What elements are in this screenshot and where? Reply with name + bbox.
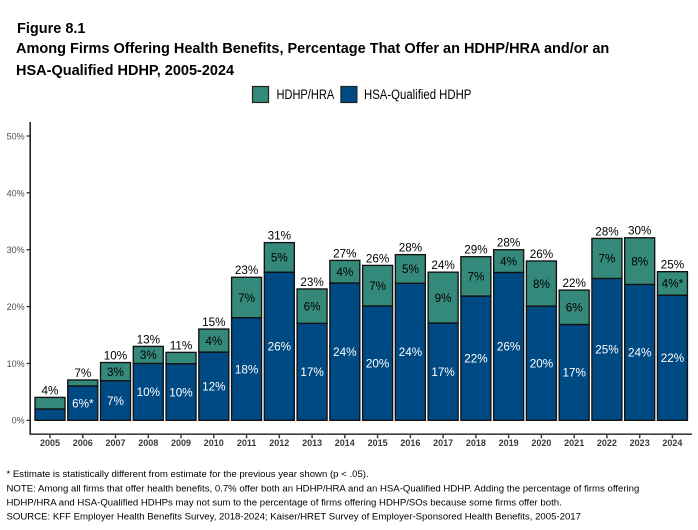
svg-text:5%: 5% <box>402 263 419 276</box>
svg-text:13%: 13% <box>137 333 160 346</box>
svg-text:30%: 30% <box>7 245 25 255</box>
svg-text:12%: 12% <box>202 381 225 394</box>
svg-text:7%: 7% <box>74 367 91 380</box>
svg-text:2021: 2021 <box>564 438 584 448</box>
svg-text:20%: 20% <box>7 302 25 312</box>
svg-text:20%: 20% <box>530 358 553 371</box>
svg-text:26%: 26% <box>530 248 553 261</box>
svg-text:10%: 10% <box>169 386 192 399</box>
svg-text:9%: 9% <box>435 292 452 305</box>
svg-text:26%: 26% <box>268 341 291 354</box>
svg-text:7%: 7% <box>369 280 386 293</box>
svg-text:2007: 2007 <box>105 438 125 448</box>
svg-text:4%: 4% <box>336 266 353 279</box>
svg-text:26%: 26% <box>366 252 389 265</box>
svg-text:SOURCE: KFF Employer Health Be: SOURCE: KFF Employer Health Benefits Sur… <box>7 512 581 523</box>
svg-text:HSA-Qualified HDHP: HSA-Qualified HDHP <box>364 87 471 102</box>
svg-text:22%: 22% <box>464 353 487 366</box>
svg-text:2022: 2022 <box>597 438 617 448</box>
svg-text:10%: 10% <box>104 349 127 362</box>
svg-text:2014: 2014 <box>335 438 355 448</box>
svg-text:5%: 5% <box>271 252 288 265</box>
svg-text:10%: 10% <box>137 386 160 399</box>
svg-text:22%: 22% <box>661 352 684 365</box>
svg-text:4%: 4% <box>42 384 59 397</box>
svg-text:Among Firms Offering Health Be: Among Firms Offering Health Benefits, Pe… <box>16 41 609 57</box>
svg-text:2019: 2019 <box>499 438 519 448</box>
svg-text:24%: 24% <box>431 259 454 272</box>
svg-text:26%: 26% <box>497 341 520 354</box>
svg-text:8%: 8% <box>631 255 648 268</box>
svg-text:7%: 7% <box>598 253 615 266</box>
svg-text:10%: 10% <box>7 359 25 369</box>
svg-text:15%: 15% <box>202 316 225 329</box>
svg-text:31%: 31% <box>268 230 291 243</box>
svg-text:2006: 2006 <box>73 438 93 448</box>
svg-text:2013: 2013 <box>302 438 322 448</box>
svg-text:29%: 29% <box>464 244 487 257</box>
svg-text:40%: 40% <box>7 188 25 198</box>
svg-text:HSA-Qualified HDHP, 2005-2024: HSA-Qualified HDHP, 2005-2024 <box>16 63 234 79</box>
svg-text:* Estimate is statistically di: * Estimate is statistically different fr… <box>7 469 369 480</box>
svg-text:2009: 2009 <box>171 438 191 448</box>
svg-text:8%: 8% <box>533 278 550 291</box>
svg-text:6%: 6% <box>304 301 321 314</box>
svg-text:7%: 7% <box>467 271 484 284</box>
svg-text:2011: 2011 <box>237 438 257 448</box>
svg-text:2023: 2023 <box>630 438 650 448</box>
svg-text:11%: 11% <box>170 339 193 352</box>
svg-text:4%: 4% <box>500 255 517 268</box>
svg-text:0%: 0% <box>12 416 25 426</box>
svg-text:17%: 17% <box>431 366 454 379</box>
svg-text:22%: 22% <box>562 277 585 290</box>
svg-text:3%: 3% <box>107 366 124 379</box>
svg-text:6%*: 6%* <box>72 397 94 410</box>
svg-text:6%: 6% <box>566 302 583 315</box>
svg-text:17%: 17% <box>300 366 323 379</box>
svg-text:2018: 2018 <box>466 438 486 448</box>
svg-text:2017: 2017 <box>433 438 453 448</box>
svg-text:2020: 2020 <box>531 438 551 448</box>
svg-text:25%: 25% <box>661 259 684 272</box>
svg-text:2016: 2016 <box>400 438 420 448</box>
svg-text:2010: 2010 <box>204 438 224 448</box>
svg-text:23%: 23% <box>300 276 323 289</box>
svg-text:27%: 27% <box>333 247 356 260</box>
svg-text:HDHP/HRA and HSA-Qualified HDH: HDHP/HRA and HSA-Qualified HDHPs may not… <box>7 498 562 509</box>
svg-text:7%: 7% <box>238 292 255 305</box>
svg-text:28%: 28% <box>399 242 422 255</box>
svg-text:4%*: 4%* <box>662 278 684 291</box>
svg-text:24%: 24% <box>628 347 651 360</box>
svg-text:7%: 7% <box>107 395 124 408</box>
svg-text:17%: 17% <box>562 367 585 380</box>
svg-text:2024: 2024 <box>662 438 682 448</box>
svg-text:50%: 50% <box>7 131 25 141</box>
svg-text:30%: 30% <box>628 225 651 238</box>
svg-text:2008: 2008 <box>138 438 158 448</box>
svg-text:18%: 18% <box>235 363 258 376</box>
svg-text:23%: 23% <box>235 264 258 277</box>
svg-text:NOTE: Among all firms that off: NOTE: Among all firms that offer health … <box>7 483 640 494</box>
svg-text:3%: 3% <box>140 349 157 362</box>
svg-text:28%: 28% <box>497 237 520 250</box>
svg-text:2015: 2015 <box>368 438 388 448</box>
svg-text:24%: 24% <box>333 346 356 359</box>
svg-text:2005: 2005 <box>40 438 60 448</box>
svg-text:25%: 25% <box>595 344 618 357</box>
svg-text:28%: 28% <box>595 225 618 238</box>
svg-text:2012: 2012 <box>269 438 289 448</box>
svg-text:HDHP/HRA: HDHP/HRA <box>277 87 335 102</box>
svg-text:Figure 8.1: Figure 8.1 <box>17 21 86 37</box>
svg-text:20%: 20% <box>366 358 389 371</box>
svg-text:4%: 4% <box>205 335 222 348</box>
svg-text:24%: 24% <box>399 346 422 359</box>
